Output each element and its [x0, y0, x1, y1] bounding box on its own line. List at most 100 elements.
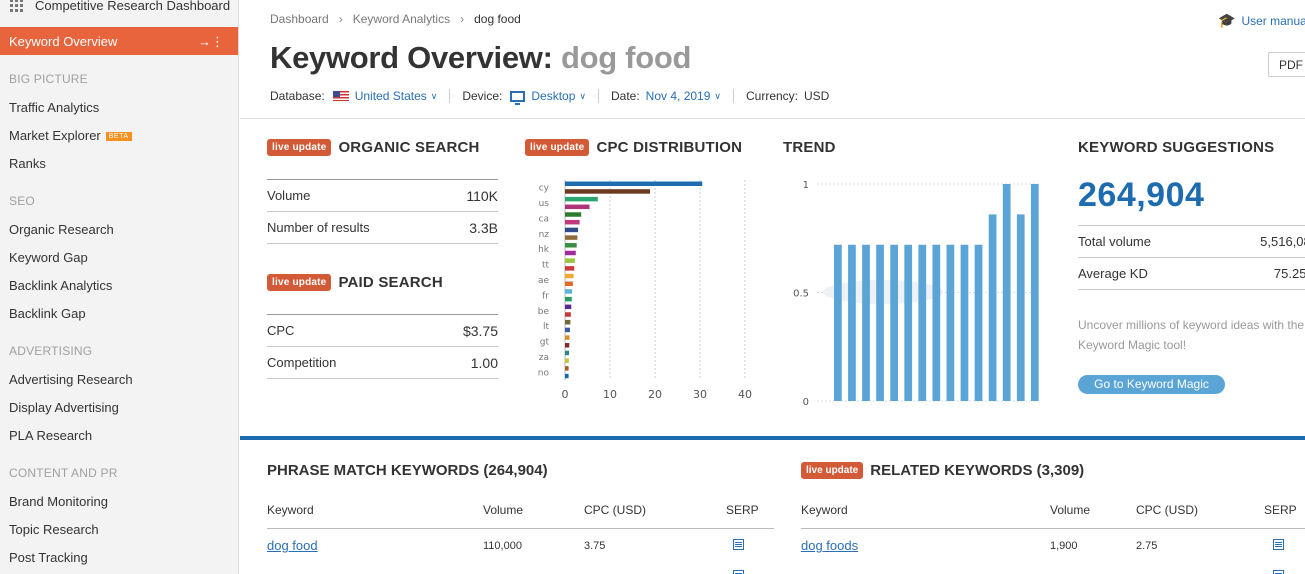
cpc-bar: [565, 319, 571, 325]
beta-badge: BETA: [105, 132, 132, 141]
sidebar-item-keyword-gap[interactable]: Keyword Gap: [9, 250, 88, 265]
device-select[interactable]: Desktop: [531, 89, 576, 103]
organic-search-table: Volume 110K Number of results 3.3B: [267, 179, 498, 244]
chevron-down-icon[interactable]: ∨: [579, 90, 586, 101]
database-label: Database:: [270, 89, 325, 103]
date-select[interactable]: Nov 4, 2019: [645, 89, 711, 103]
column-header-volume: Volume: [483, 503, 524, 517]
sidebar-item-pla-research[interactable]: PLA Research: [9, 428, 93, 443]
divider: [597, 89, 599, 103]
trend-bar: [1002, 184, 1011, 401]
cpc-bar: [565, 189, 651, 194]
sidebar-item-backlink-analytics[interactable]: Backlink Analytics: [9, 278, 113, 293]
sidebar-item-organic-research[interactable]: Organic Research: [9, 222, 114, 237]
sidebar-item-brand-monitoring[interactable]: Brand Monitoring: [9, 494, 108, 509]
sidebar-section-title: ADVERTISING: [9, 344, 93, 358]
y-tick-label: tt: [542, 261, 550, 271]
divider: [732, 89, 734, 103]
column-header-serp: SERP: [726, 503, 759, 517]
keyword-link[interactable]: dog foods: [801, 538, 859, 553]
keyword-link[interactable]: dog food: [267, 538, 318, 553]
kv-row: Volume 110K: [267, 180, 498, 212]
x-tick-label: 20: [648, 388, 662, 401]
y-tick-label: gt: [540, 338, 550, 348]
paid-search-table: CPC $3.75 Competition 1.00: [267, 314, 498, 379]
x-tick-label: 0: [562, 388, 569, 401]
cpc-bar: [565, 304, 572, 310]
sidebar-item-display-advertising[interactable]: Display Advertising: [9, 400, 119, 415]
sidebar-item-traffic-analytics[interactable]: Traffic Analytics: [9, 100, 100, 115]
chevron-down-icon[interactable]: ∨: [430, 90, 438, 101]
trend-bar: [890, 244, 899, 401]
cpc-bar: [565, 204, 590, 210]
organic-search-title: live update ORGANIC SEARCH: [267, 139, 480, 156]
keyword-link-partial[interactable]: [267, 568, 367, 574]
sidebar-item-label: Competitive Research Dashboard: [35, 0, 231, 13]
page-title: Keyword Overview: dog food: [270, 40, 691, 76]
serp-icon[interactable]: [733, 570, 744, 574]
live-update-badge: live update: [525, 139, 590, 156]
y-tick-label: 1: [803, 180, 809, 191]
sidebar-section-title: SEO: [9, 194, 35, 208]
breadcrumb-keyword-analytics[interactable]: Keyword Analytics: [352, 12, 451, 26]
cpc-bar: [565, 219, 580, 225]
y-tick-label: cy: [539, 184, 550, 194]
sidebar-item-market-explorer[interactable]: Market Explorer BETA: [9, 128, 132, 143]
volume-cell: 110,000: [483, 540, 522, 552]
sidebar-item-ranks[interactable]: Ranks: [9, 156, 46, 171]
cpc-bar: [565, 343, 570, 348]
cpc-bar: [565, 243, 577, 248]
database-select[interactable]: United States: [354, 89, 427, 103]
sidebar-item-label: Market Explorer: [9, 128, 101, 143]
sidebar-item-keyword-overview[interactable]: Keyword Overview →⋮: [0, 27, 238, 55]
cpc-bar: [565, 327, 570, 333]
trend-bar: [862, 244, 870, 401]
user-manual-link[interactable]: 🎓 User manual: [1218, 12, 1305, 29]
cpc-bar: [565, 250, 576, 256]
cpc-bar: [565, 258, 575, 263]
trend-bar: [1016, 214, 1025, 401]
section-divider: [240, 436, 1305, 440]
live-update-badge: live update: [801, 462, 864, 479]
average-kd-value: 75.25%: [1273, 266, 1305, 281]
currency-value: USD: [804, 89, 830, 103]
kv-row: Competition 1.00: [267, 347, 498, 379]
cpc-bar: [565, 350, 570, 356]
column-header-cpc: CPC (USD): [584, 503, 646, 517]
sidebar-item-topic-research[interactable]: Topic Research: [9, 522, 99, 537]
serp-icon[interactable]: [1273, 539, 1284, 550]
y-tick-label: za: [539, 353, 549, 363]
volume-cell: 1,900: [1050, 540, 1078, 552]
total-volume-label: Total volume: [1078, 234, 1151, 249]
sidebar-item-dashboard[interactable]: Competitive Research Dashboard: [0, 0, 230, 16]
breadcrumb-dashboard[interactable]: Dashboard: [270, 12, 329, 26]
y-tick-label: be: [538, 307, 550, 317]
cpc-bar: [565, 335, 570, 340]
trend-bar: [834, 244, 842, 401]
keyword-magic-button[interactable]: Go to Keyword Magic: [1078, 375, 1225, 394]
column-header-volume: Volume: [1050, 503, 1091, 517]
sidebar-item-backlink-gap[interactable]: Backlink Gap: [9, 306, 86, 321]
trend-bar: [876, 244, 884, 401]
cpc-distribution-chart: 0 10 20 30 40 cy us ca nz hk tt ae fr be lt gt za no: [538, 180, 752, 401]
page-title-keyword: dog food: [560, 40, 692, 75]
serp-icon[interactable]: [733, 539, 744, 550]
column-header-keyword: Keyword: [801, 503, 848, 517]
cpc-bar: [565, 235, 578, 240]
graduation-cap-icon: 🎓: [1218, 12, 1236, 28]
y-tick-label: ae: [538, 276, 550, 286]
sidebar-section-title: BIG PICTURE: [9, 72, 88, 86]
results-value: 3.3B: [469, 219, 498, 236]
average-kd-label: Average KD: [1078, 266, 1148, 281]
serp-icon[interactable]: [1273, 570, 1284, 574]
filter-bar: Database: United States ∨ Device: Deskto…: [270, 88, 830, 105]
sidebar-item-advertising-research[interactable]: Advertising Research: [9, 372, 133, 387]
sidebar-item-post-tracking[interactable]: Post Tracking: [9, 550, 88, 565]
collapse-icon[interactable]: →⋮: [198, 34, 224, 49]
pdf-export-button[interactable]: PDF: [1268, 52, 1305, 77]
cpc-bar: [565, 366, 569, 371]
desktop-icon: [510, 90, 526, 105]
page-title-prefix: Keyword Overview:: [270, 40, 553, 75]
chevron-down-icon[interactable]: ∨: [714, 90, 721, 101]
